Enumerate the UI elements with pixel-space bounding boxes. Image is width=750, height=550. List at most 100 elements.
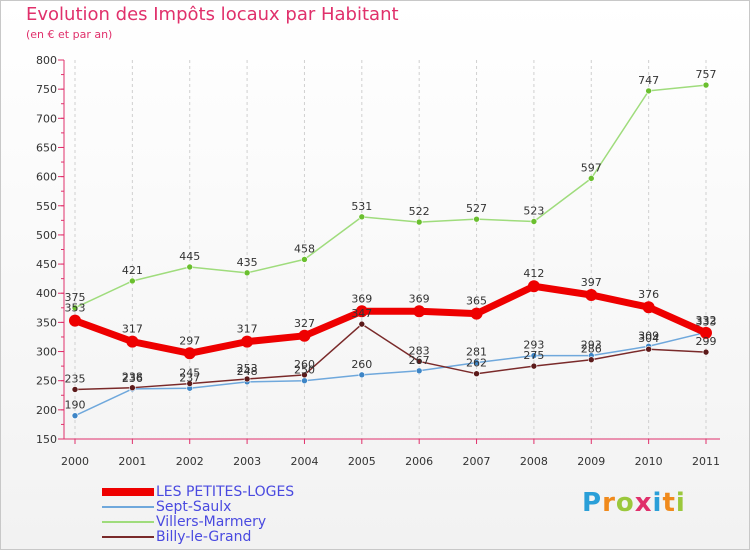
point-billy-le-grand-2000: [71, 386, 79, 393]
logo-letter: t: [662, 488, 676, 518]
chart-subtitle: (en € et par an): [26, 28, 113, 41]
x-tick-label-2005: 2005: [348, 455, 376, 468]
point-villers-marmery-2008: [530, 218, 538, 225]
data-label-billy-le-grand-2001: 238: [122, 371, 143, 384]
point-les-petites-loges-2001: [126, 335, 139, 348]
point-les-petites-loges-2006: [413, 305, 426, 318]
logo-letter: i: [652, 488, 663, 518]
data-label-sept-saulx-2001: 236: [122, 372, 143, 385]
point-billy-le-grand-2003: [243, 375, 251, 383]
x-tick-label-2002: 2002: [176, 455, 204, 468]
data-label-billy-le-grand-2007: 262: [466, 357, 487, 370]
y-tick-label-800: 800: [36, 54, 57, 67]
data-label-billy-le-grand-2006: 283: [409, 344, 430, 357]
data-label-sept-saulx-2004: 250: [294, 364, 315, 377]
point-villers-marmery-2000: [71, 304, 79, 312]
point-sept-saulx-2005: [358, 371, 366, 379]
data-label-les-petites-loges-2008: 412: [523, 267, 544, 280]
point-villers-marmery-2007: [473, 215, 480, 223]
x-tick-label-2001: 2001: [118, 455, 146, 468]
point-villers-marmery-2004: [301, 256, 308, 263]
point-sept-saulx-2000: [71, 412, 79, 419]
data-label-sept-saulx-2011: 333: [696, 315, 717, 328]
logo-letter: x: [634, 488, 653, 518]
data-label-les-petites-loges-2007: 365: [466, 295, 487, 308]
point-villers-marmery-2003: [243, 269, 251, 277]
y-tick-label-400: 400: [36, 287, 57, 300]
logo-letter: o: [615, 488, 635, 518]
data-label-billy-le-grand-2005: 347: [351, 307, 372, 320]
data-label-sept-saulx-2009: 293: [581, 339, 602, 352]
data-label-les-petites-loges-2004: 327: [294, 317, 315, 330]
legend-label-sept-saulx: Sept-Saulx: [156, 499, 232, 515]
y-tick-label-500: 500: [36, 229, 57, 242]
proxiti-logo: Proxiti: [582, 488, 686, 518]
x-tick-label-2007: 2007: [463, 455, 491, 468]
data-label-sept-saulx-2006: 267: [409, 354, 430, 367]
point-sept-saulx-2006: [415, 367, 423, 375]
series-line-villers-marmery: [74, 84, 707, 309]
data-label-billy-le-grand-2000: 235: [65, 372, 86, 385]
point-les-petites-loges-2002: [183, 347, 196, 360]
data-label-sept-saulx-2010: 309: [638, 329, 659, 342]
legend-label-villers-marmery: Villers-Marmery: [156, 514, 267, 530]
point-les-petites-loges-2000: [69, 314, 81, 327]
y-tick-label-600: 600: [36, 171, 57, 184]
point-billy-le-grand-2001: [129, 384, 136, 391]
point-les-petites-loges-2007: [470, 307, 483, 320]
y-tick-label-200: 200: [36, 404, 57, 417]
point-les-petites-loges-2010: [642, 301, 655, 314]
point-billy-le-grand-2010: [645, 345, 652, 353]
legend-label-billy-le-grand: Billy-le-Grand: [156, 529, 252, 545]
series-line-les-petites-loges: [71, 282, 710, 357]
data-label-billy-le-grand-2011: 299: [696, 335, 717, 348]
point-villers-marmery-2002: [186, 263, 194, 271]
data-label-billy-le-grand-2004: 260: [294, 358, 315, 371]
y-tick-label-450: 450: [36, 258, 57, 271]
point-sept-saulx-2008: [530, 352, 538, 359]
series-line-billy-le-grand: [74, 323, 707, 391]
point-billy-le-grand-2005: [358, 320, 366, 328]
data-label-billy-le-grand-2003: 253: [237, 362, 258, 375]
data-label-sept-saulx-2000: 190: [65, 399, 86, 412]
point-villers-marmery-2009: [587, 175, 595, 182]
data-label-billy-le-grand-2002: 245: [179, 367, 200, 380]
point-billy-le-grand-2008: [530, 362, 538, 370]
data-label-villers-marmery-2009: 597: [581, 161, 602, 174]
logo-letter: i: [675, 488, 686, 518]
data-label-villers-marmery-2003: 435: [237, 256, 258, 269]
data-label-les-petites-loges-2000: 353: [65, 302, 86, 315]
data-label-les-petites-loges-2001: 317: [122, 323, 143, 336]
x-tick-label-2010: 2010: [635, 455, 663, 468]
chart-title: Evolution des Impôts locaux par Habitant: [26, 4, 399, 25]
data-label-billy-le-grand-2009: 286: [581, 343, 602, 356]
data-label-villers-marmery-2001: 421: [122, 264, 143, 277]
data-label-les-petites-loges-2005: 369: [351, 292, 372, 305]
x-tick-label-2000: 2000: [61, 455, 89, 468]
x-tick-label-2009: 2009: [577, 455, 605, 468]
data-label-sept-saulx-2002: 237: [179, 371, 200, 384]
y-tick-label-550: 550: [36, 200, 57, 213]
data-label-sept-saulx-2008: 293: [523, 339, 544, 352]
point-les-petites-loges-2008: [527, 280, 540, 293]
y-tick-label-150: 150: [36, 433, 57, 446]
y-tick-label-750: 750: [36, 83, 57, 96]
data-label-sept-saulx-2007: 281: [466, 346, 487, 359]
legend-swatch-billy-le-grand: [102, 536, 154, 538]
data-label-villers-marmery-2002: 445: [179, 250, 200, 263]
y-tick-label-250: 250: [36, 375, 57, 388]
data-label-les-petites-loges-2011: 332: [696, 314, 717, 327]
legend-label-les-petites-loges: LES PETITES-LOGES: [156, 484, 295, 500]
point-les-petites-loges-2011: [700, 326, 712, 339]
y-tick-label-650: 650: [36, 141, 57, 154]
point-villers-marmery-2001: [129, 277, 136, 285]
point-les-petites-loges-2005: [355, 305, 368, 318]
data-label-villers-marmery-2004: 458: [294, 242, 315, 255]
data-label-les-petites-loges-2009: 397: [581, 276, 602, 289]
logo-letter: P: [582, 488, 603, 518]
data-label-villers-marmery-2000: 375: [65, 291, 86, 304]
x-tick-label-2008: 2008: [520, 455, 548, 468]
legend-swatch-sept-saulx: [102, 506, 154, 508]
